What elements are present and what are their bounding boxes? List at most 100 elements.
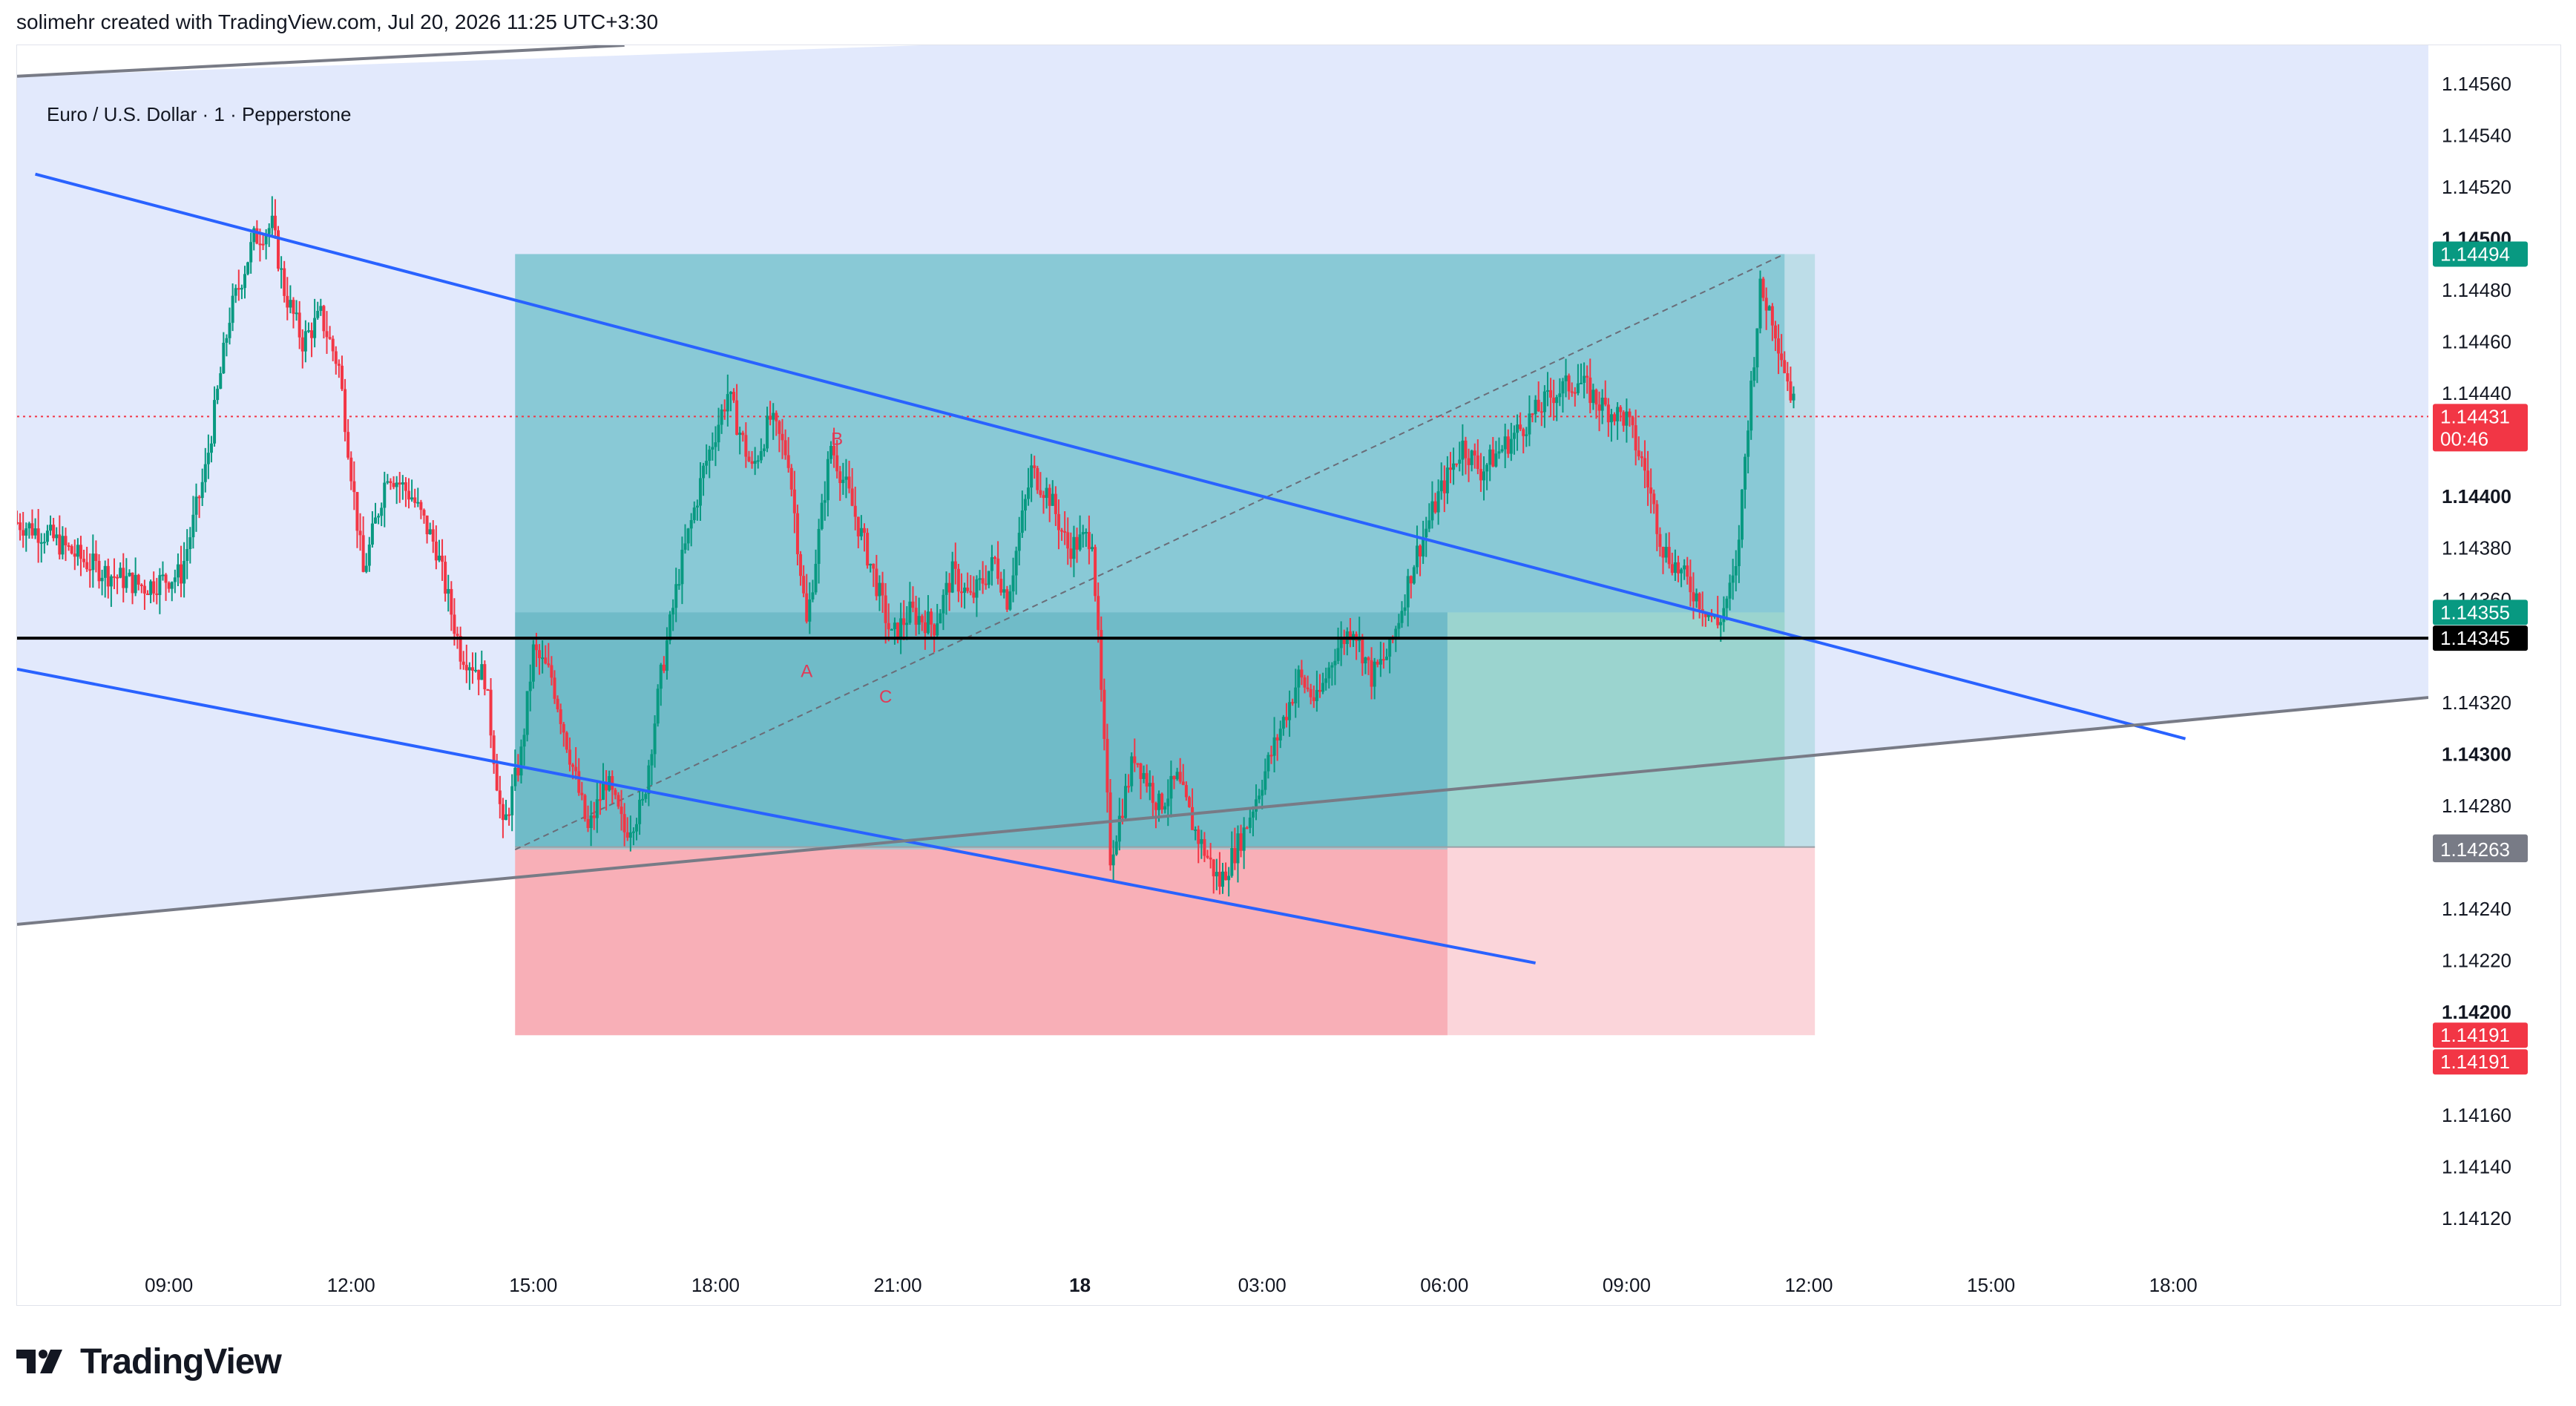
candle-body bbox=[1130, 756, 1134, 786]
candle-body bbox=[97, 561, 101, 582]
candle-body bbox=[1054, 493, 1057, 514]
candle-body bbox=[605, 783, 608, 791]
candle-body bbox=[240, 288, 243, 290]
candle-body bbox=[1212, 859, 1215, 877]
candle-body bbox=[856, 516, 860, 536]
candle-body bbox=[525, 691, 529, 735]
candle-body bbox=[243, 274, 246, 289]
candle-body bbox=[416, 502, 420, 504]
candle-body bbox=[1342, 637, 1346, 645]
candle-body bbox=[1117, 815, 1121, 842]
price-tick-label: 1.14400 bbox=[2442, 485, 2511, 507]
candle-body bbox=[431, 529, 435, 542]
candle-body bbox=[1309, 689, 1312, 697]
candle-body bbox=[22, 530, 25, 536]
candle-body bbox=[1588, 377, 1592, 404]
candle-body bbox=[277, 230, 280, 269]
candle-body bbox=[280, 268, 283, 270]
candle-body bbox=[881, 582, 884, 596]
candle-body bbox=[1114, 841, 1118, 855]
candle-body bbox=[1646, 470, 1650, 487]
candle-body bbox=[58, 534, 62, 555]
candle-body bbox=[571, 764, 575, 767]
candle-body bbox=[52, 525, 56, 539]
time-axis-bg bbox=[17, 1262, 2560, 1305]
candle-body bbox=[711, 447, 714, 450]
candle-body bbox=[1485, 464, 1489, 472]
candle-body bbox=[1455, 463, 1459, 465]
candle-body bbox=[1336, 648, 1340, 661]
candle-body bbox=[592, 815, 596, 818]
candle-body bbox=[410, 497, 414, 500]
candle-body bbox=[1166, 798, 1170, 807]
wave-label-c: C bbox=[879, 687, 892, 707]
candle-body bbox=[689, 520, 693, 529]
candle-body bbox=[1640, 456, 1643, 459]
time-tick-label: 12:00 bbox=[1784, 1274, 1833, 1296]
candle-body bbox=[896, 622, 900, 640]
candle-body bbox=[344, 389, 347, 433]
candle-body bbox=[1419, 545, 1422, 556]
time-tick-label: 15:00 bbox=[1967, 1274, 2015, 1296]
candle-body bbox=[1027, 487, 1031, 499]
candle-body bbox=[173, 577, 177, 582]
candle-body bbox=[1692, 592, 1695, 602]
candle-body bbox=[1625, 411, 1629, 426]
candle-body bbox=[820, 502, 824, 529]
candle-body bbox=[1251, 811, 1255, 818]
price-tick-label: 1.14520 bbox=[2442, 176, 2511, 198]
candle-body bbox=[1163, 806, 1167, 810]
candle-body bbox=[486, 689, 490, 691]
candle-body bbox=[589, 815, 593, 828]
candle-body bbox=[914, 608, 918, 625]
candle-body bbox=[1105, 738, 1109, 793]
wedge-lower-line bbox=[17, 696, 2429, 926]
candle-body bbox=[695, 505, 699, 508]
candle-body bbox=[930, 611, 933, 625]
symbol-title[interactable]: Euro / U.S. Dollar · 1 · Pepperstone bbox=[47, 103, 352, 125]
candle-body bbox=[197, 496, 201, 499]
candle-body bbox=[1057, 513, 1060, 530]
candle-body bbox=[470, 667, 474, 671]
candle-body bbox=[1467, 458, 1471, 465]
candle-body bbox=[781, 433, 784, 441]
candle-body bbox=[450, 588, 453, 615]
candle-body bbox=[920, 616, 924, 622]
candle-body bbox=[1664, 547, 1668, 558]
candle-body bbox=[1528, 413, 1531, 435]
candle-body bbox=[1239, 833, 1243, 851]
candle-body bbox=[950, 561, 954, 593]
candle-body bbox=[1272, 737, 1276, 756]
candle-body bbox=[835, 455, 839, 472]
candle-body bbox=[692, 507, 696, 521]
candle-body bbox=[1060, 530, 1064, 532]
candle-body bbox=[231, 295, 234, 323]
candle-body bbox=[1689, 576, 1692, 593]
candle-body bbox=[313, 318, 317, 338]
candle-body bbox=[76, 545, 79, 557]
candle-body bbox=[1379, 659, 1382, 665]
candle-body bbox=[1583, 375, 1586, 383]
candle-body bbox=[1667, 547, 1671, 565]
chart-svg[interactable]: ABC1.145601.145401.145201.145001.144801.… bbox=[17, 45, 2561, 1306]
candle-body bbox=[507, 814, 511, 816]
candle-body bbox=[1042, 495, 1045, 499]
candle-body bbox=[1315, 689, 1318, 701]
candle-body bbox=[444, 562, 447, 594]
candle-body bbox=[1737, 539, 1741, 567]
price-tick-label: 1.14300 bbox=[2442, 743, 2511, 766]
candle-body bbox=[622, 814, 626, 832]
candle-body bbox=[467, 667, 471, 671]
candle-body bbox=[1470, 450, 1473, 465]
candle-body bbox=[328, 337, 332, 339]
candle-body bbox=[972, 592, 976, 598]
candle-body bbox=[805, 593, 809, 622]
chart-area[interactable]: A B C 1.14560 1.14540 1.14520 1.14500 1.14480 1.… bbox=[16, 45, 2561, 1306]
candle-body bbox=[923, 622, 927, 634]
tradingview-logo[interactable]: TradingView bbox=[16, 1336, 282, 1387]
time-tick-label: 12:00 bbox=[327, 1274, 375, 1296]
time-tick-label: 18:00 bbox=[691, 1274, 740, 1296]
candle-body bbox=[656, 689, 660, 724]
candle-body bbox=[778, 421, 781, 434]
brand-wordmark: TradingView bbox=[80, 1341, 282, 1382]
